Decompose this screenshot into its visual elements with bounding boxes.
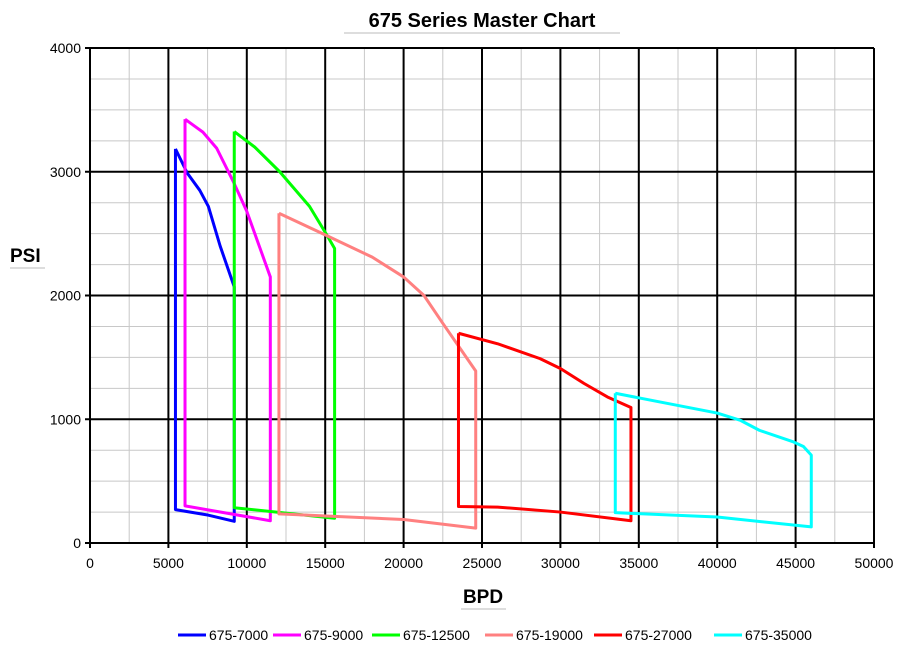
series-group <box>173 117 813 530</box>
series-line-675-27000 <box>456 331 633 523</box>
x-tick-label: 40000 <box>698 555 737 571</box>
series-line-675-7000 <box>173 148 236 523</box>
chart-title: 675 Series Master Chart <box>369 10 596 32</box>
x-tick-label: 0 <box>86 555 94 571</box>
x-tick-label: 35000 <box>619 555 658 571</box>
legend: 675-7000 675-9000 675-12500 675-19000 675-27… <box>178 627 812 643</box>
x-axis-label: BPD <box>463 587 503 608</box>
x-tick-label: 50000 <box>855 555 894 571</box>
x-tick-label: 15000 <box>306 555 345 571</box>
tick-labels: 0 5000 10000 15000 20000 25000 30000 35000 40000… <box>50 40 894 571</box>
legend-label: 675-35000 <box>745 627 812 643</box>
grid <box>85 47 875 548</box>
y-tick-label: 3000 <box>50 164 81 180</box>
legend-label: 675-9000 <box>304 627 363 643</box>
x-tick-label: 5000 <box>153 555 184 571</box>
x-tick-label: 45000 <box>776 555 815 571</box>
x-tick-label: 20000 <box>384 555 423 571</box>
y-tick-label: 0 <box>73 535 81 551</box>
series-line-675-12500 <box>232 130 337 520</box>
y-axis-label: PSI <box>10 246 41 267</box>
y-tick-label: 4000 <box>50 40 81 56</box>
series-line-675-19000 <box>277 211 478 530</box>
legend-label: 675-7000 <box>209 627 268 643</box>
legend-label: 675-27000 <box>625 627 692 643</box>
x-tick-label: 25000 <box>463 555 502 571</box>
legend-label: 675-19000 <box>516 627 583 643</box>
x-tick-label: 30000 <box>541 555 580 571</box>
y-tick-label: 1000 <box>50 411 81 427</box>
y-tick-label: 2000 <box>50 288 81 304</box>
series-line-675-35000 <box>613 391 813 529</box>
x-tick-label: 10000 <box>227 555 266 571</box>
legend-label: 675-12500 <box>403 627 470 643</box>
series-line-675-9000 <box>183 117 272 523</box>
